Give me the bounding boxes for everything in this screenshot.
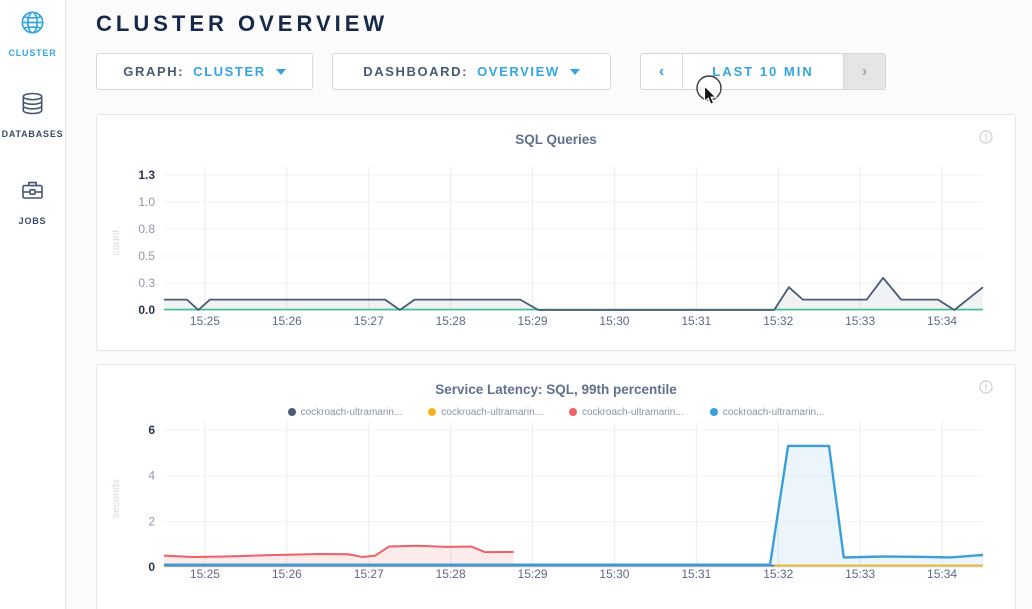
info-icon[interactable] xyxy=(979,130,993,149)
svg-text:0.3: 0.3 xyxy=(138,276,155,290)
svg-text:15:26: 15:26 xyxy=(272,314,302,328)
chevron-down-icon xyxy=(275,69,286,75)
svg-text:15:32: 15:32 xyxy=(763,314,793,328)
chevron-down-icon xyxy=(569,69,580,75)
controls-bar: GRAPH: CLUSTER DASHBOARD: OVERVIEW ‹ LAS… xyxy=(96,53,1016,90)
service-latency-card: Service Latency: SQL, 99th percentile co… xyxy=(96,364,1016,609)
legend-dot-icon xyxy=(287,408,296,416)
svg-text:1.3: 1.3 xyxy=(138,168,155,182)
dashboard-dropdown-value: OVERVIEW xyxy=(477,64,560,79)
svg-text:15:28: 15:28 xyxy=(436,314,466,328)
svg-text:0: 0 xyxy=(148,560,155,574)
svg-text:15:30: 15:30 xyxy=(599,314,629,328)
legend-dot-icon xyxy=(428,408,437,416)
graph-dropdown-label: GRAPH: xyxy=(123,64,185,79)
legend-item: cockroach-ultramarin... xyxy=(709,405,824,419)
databases-icon xyxy=(19,90,46,122)
globe-icon xyxy=(19,9,46,41)
graph-dropdown[interactable]: GRAPH: CLUSTER xyxy=(96,53,313,90)
svg-text:15:33: 15:33 xyxy=(845,314,875,328)
svg-text:15:34: 15:34 xyxy=(927,567,957,581)
svg-text:2: 2 xyxy=(148,514,155,528)
sidebar: CLUSTER DATABASES xyxy=(0,0,66,609)
time-range-label[interactable]: LAST 10 MIN xyxy=(712,64,814,79)
svg-text:15:28: 15:28 xyxy=(436,567,466,581)
time-range-prev-button[interactable]: ‹ xyxy=(641,54,683,89)
svg-text:0.5: 0.5 xyxy=(138,249,155,263)
chart-legend: cockroach-ultramarin... cockroach-ultrama… xyxy=(97,405,1015,419)
legend-dot-icon xyxy=(569,408,577,416)
page-title: CLUSTER OVERVIEW xyxy=(96,11,389,36)
dashboard-dropdown-label: DASHBOARD: xyxy=(363,64,469,79)
sidebar-item-jobs-label: JOBS xyxy=(18,216,47,226)
graph-dropdown-value: CLUSTER xyxy=(193,64,266,79)
svg-text:15:33: 15:33 xyxy=(845,567,875,581)
chevron-left-icon: ‹ xyxy=(658,62,665,80)
sql-queries-chart-title: SQL Queries xyxy=(515,132,597,147)
svg-text:15:27: 15:27 xyxy=(354,567,384,581)
svg-text:15:31: 15:31 xyxy=(681,567,711,581)
svg-text:15:25: 15:25 xyxy=(190,567,220,581)
sidebar-item-databases[interactable]: DATABASES xyxy=(2,90,64,139)
svg-text:15:31: 15:31 xyxy=(681,314,711,328)
svg-text:6: 6 xyxy=(148,423,155,437)
svg-text:15:25: 15:25 xyxy=(190,314,220,328)
time-range-selector: ‹ LAST 10 MIN › xyxy=(640,53,886,90)
legend-item: cockroach-ultramarin... xyxy=(287,405,402,419)
service-latency-chart-title: Service Latency: SQL, 99th percentile xyxy=(435,382,677,397)
svg-text:15:30: 15:30 xyxy=(599,567,629,581)
legend-item: cockroach-ultramarin... xyxy=(569,405,684,419)
dashboard-dropdown[interactable]: DASHBOARD: OVERVIEW xyxy=(332,53,611,90)
sidebar-item-databases-label: DATABASES xyxy=(1,129,64,139)
sql-queries-chart[interactable]: 0.0 0.3 0.5 0.8 1.0 1.3 count 15:25 15:26 15:27 15… xyxy=(97,147,1015,342)
main-content: CLUSTER OVERVIEW GRAPH: CLUSTER DASHBOAR… xyxy=(66,0,1032,609)
service-latency-chart[interactable]: 0 2 4 6 seconds 15:25 15:26 15:27 15:28 15:29 15:3… xyxy=(97,419,1015,602)
svg-text:1.0: 1.0 xyxy=(138,195,155,209)
svg-text:15:34: 15:34 xyxy=(927,314,957,328)
svg-text:4: 4 xyxy=(148,469,155,483)
svg-text:15:26: 15:26 xyxy=(272,567,302,581)
sidebar-item-cluster-label: CLUSTER xyxy=(8,48,57,58)
svg-text:15:32: 15:32 xyxy=(763,567,793,581)
sql-queries-card: SQL Queries 0.0 0.3 0.5 0.8 1.0 1.3 count 15:25… xyxy=(96,114,1016,351)
svg-text:15:27: 15:27 xyxy=(354,314,384,328)
svg-text:15:29: 15:29 xyxy=(518,567,548,581)
svg-text:0.0: 0.0 xyxy=(138,303,155,317)
svg-text:15:29: 15:29 xyxy=(518,314,548,328)
svg-text:seconds: seconds xyxy=(110,479,122,518)
briefcase-icon xyxy=(19,177,46,209)
svg-text:0.8: 0.8 xyxy=(138,222,155,236)
legend-dot-icon xyxy=(709,408,718,416)
sidebar-item-jobs[interactable]: JOBS xyxy=(19,177,47,226)
info-icon[interactable] xyxy=(979,380,993,399)
sidebar-item-cluster[interactable]: CLUSTER xyxy=(8,9,56,58)
svg-text:count: count xyxy=(110,230,122,256)
legend-item: cockroach-ultramarin... xyxy=(428,405,543,419)
time-range-next-button[interactable]: › xyxy=(843,54,885,89)
chevron-right-icon: › xyxy=(861,62,868,80)
